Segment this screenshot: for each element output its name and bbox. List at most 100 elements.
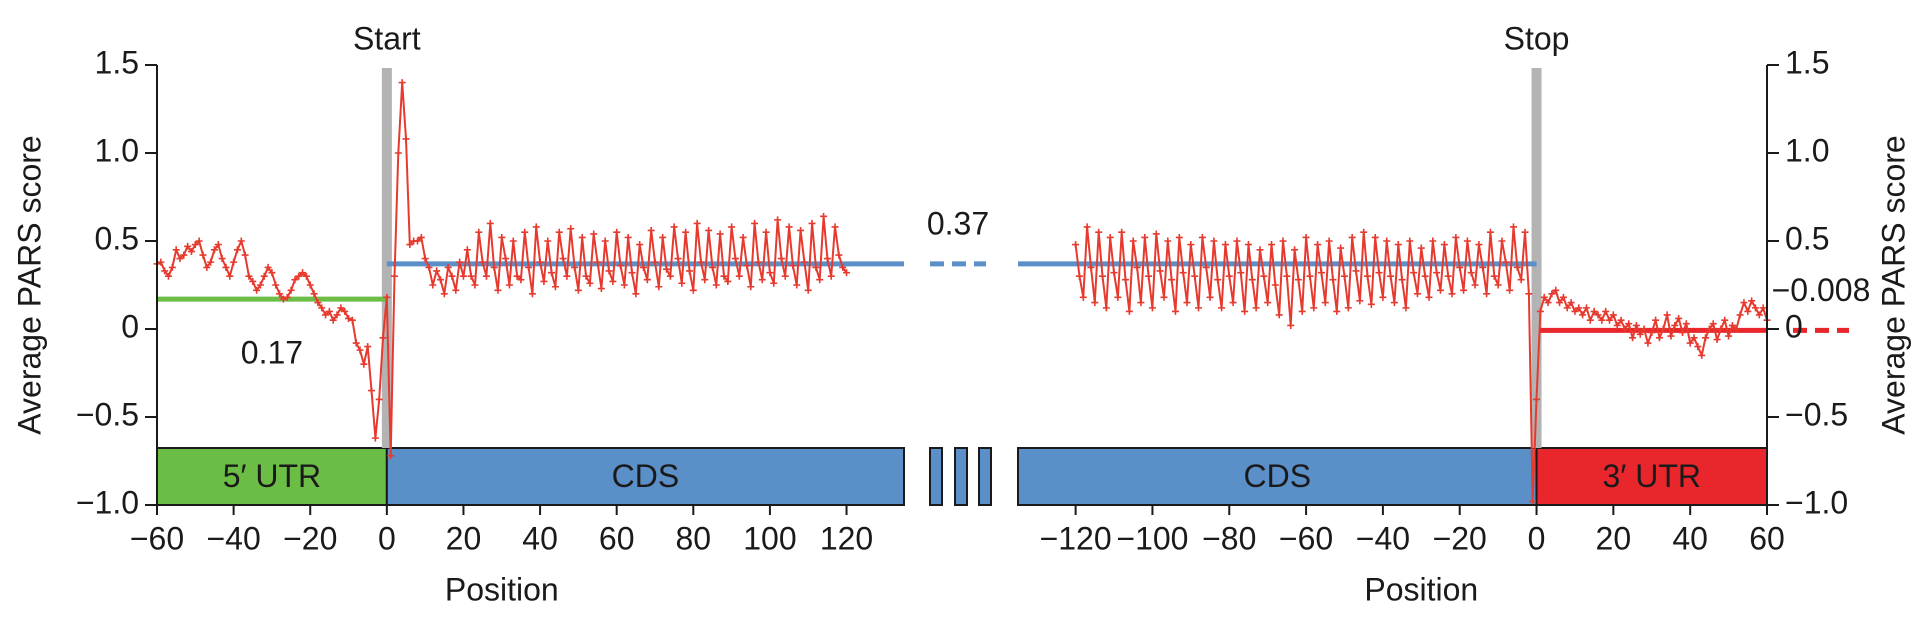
data-point xyxy=(1106,233,1114,241)
data-point xyxy=(1271,281,1279,289)
data-point xyxy=(1114,293,1122,301)
data-point xyxy=(1125,307,1133,315)
data-point xyxy=(1594,311,1602,319)
data-point xyxy=(348,316,356,324)
data-point xyxy=(1225,272,1233,280)
y-tick-label: −0.5 xyxy=(1785,396,1848,432)
data-point xyxy=(774,216,782,224)
data-point xyxy=(1417,244,1425,252)
data-point xyxy=(1682,320,1690,328)
data-point xyxy=(1256,246,1264,254)
data-point xyxy=(613,228,621,236)
data-point xyxy=(1456,263,1464,271)
data-point xyxy=(1291,246,1299,254)
data-point xyxy=(218,255,226,263)
data-point xyxy=(268,269,276,277)
data-point xyxy=(345,314,353,322)
data-point xyxy=(1429,237,1437,245)
data-point xyxy=(1079,293,1087,301)
data-point xyxy=(253,286,261,294)
data-point xyxy=(804,286,812,294)
data-point xyxy=(302,272,310,280)
data-point xyxy=(1467,269,1475,277)
region-label: 5′ UTR xyxy=(223,458,321,494)
data-point xyxy=(582,272,590,280)
data-point xyxy=(640,263,648,271)
data-point xyxy=(605,267,613,275)
data-point xyxy=(766,269,774,277)
data-point xyxy=(1440,241,1448,249)
data-point xyxy=(1759,304,1767,312)
data-point xyxy=(1133,263,1141,271)
x-tick-label: 60 xyxy=(1749,520,1785,556)
data-point xyxy=(1517,276,1525,284)
data-point xyxy=(789,262,797,270)
data-point xyxy=(1705,325,1713,333)
data-point xyxy=(1590,307,1598,315)
data-point xyxy=(1686,339,1694,347)
data-point xyxy=(720,272,728,280)
data-point xyxy=(551,283,559,291)
data-point xyxy=(647,226,655,234)
data-point xyxy=(1617,316,1625,324)
data-point xyxy=(1667,332,1675,340)
data-point xyxy=(272,281,280,289)
data-point xyxy=(1509,223,1517,231)
data-point xyxy=(528,290,536,298)
data-point xyxy=(341,307,349,315)
data-point xyxy=(467,272,475,280)
data-point xyxy=(233,246,241,254)
position-marker xyxy=(381,68,392,448)
data-point xyxy=(1663,311,1671,319)
data-point xyxy=(731,255,739,263)
data-point xyxy=(264,263,272,271)
data-point xyxy=(1602,307,1610,315)
data-point xyxy=(161,267,169,275)
data-point xyxy=(1206,293,1214,301)
data-point xyxy=(1348,233,1356,241)
data-point xyxy=(1448,290,1456,298)
data-point xyxy=(536,258,544,266)
data-point xyxy=(1529,497,1537,505)
x-tick-label: 40 xyxy=(1672,520,1708,556)
data-point xyxy=(1398,276,1406,284)
data-point xyxy=(176,255,184,263)
data-point xyxy=(797,226,805,234)
data-point xyxy=(1379,293,1387,301)
data-point xyxy=(823,255,831,263)
data-point xyxy=(203,263,211,271)
data-point xyxy=(659,233,667,241)
data-point xyxy=(191,241,199,249)
data-point xyxy=(559,255,567,263)
data-point xyxy=(1129,237,1137,245)
data-point xyxy=(1502,258,1510,266)
data-point xyxy=(1552,286,1560,294)
data-point xyxy=(693,219,701,227)
data-point xyxy=(1171,307,1179,315)
data-point xyxy=(184,242,192,250)
x-tick-label: −120 xyxy=(1040,520,1112,556)
data-point xyxy=(567,225,575,233)
data-point xyxy=(1141,233,1149,241)
data-point xyxy=(820,212,828,220)
data-point xyxy=(601,237,609,245)
data-point xyxy=(1613,321,1621,329)
data-point xyxy=(728,223,736,231)
data-point xyxy=(712,281,720,289)
data-point xyxy=(494,286,502,294)
data-point xyxy=(371,434,379,442)
data-point xyxy=(195,237,203,245)
data-point xyxy=(383,293,391,301)
data-point xyxy=(1636,330,1644,338)
data-point xyxy=(1732,325,1740,333)
data-point xyxy=(808,219,816,227)
data-point xyxy=(590,230,598,238)
data-point xyxy=(1433,269,1441,277)
data-point xyxy=(456,258,464,266)
data-point xyxy=(831,223,839,231)
data-point xyxy=(1655,334,1663,342)
data-point xyxy=(482,272,490,280)
data-point xyxy=(364,343,372,351)
data-point xyxy=(812,263,820,271)
